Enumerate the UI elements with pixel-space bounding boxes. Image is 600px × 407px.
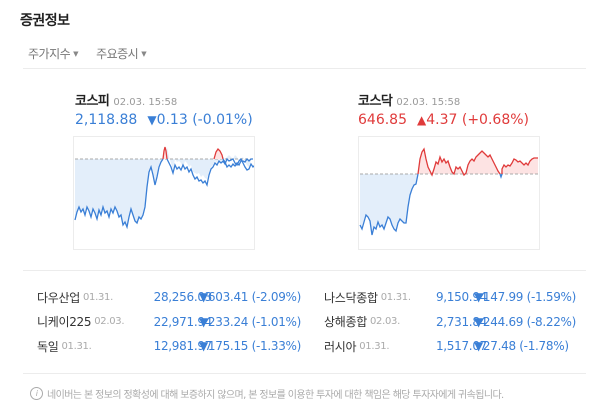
market-date: 01.31. [380, 291, 411, 303]
market-name: 상해종합 [324, 315, 367, 330]
market-value: 12,981.97 [153, 339, 213, 354]
market-row-dow[interactable]: 다우산업 01.31. 28,256.03 ▼603.41 (-2.09%) [37, 285, 307, 310]
market-value: 22,971.94 [153, 314, 213, 329]
market-name: 나스닥종합 [324, 290, 378, 305]
disclaimer: i 네이버는 본 정보의 정확성에 대해 보증하지 않으며, 본 정보를 이용한… [30, 386, 504, 401]
index-percent: (-0.01%) [192, 112, 253, 128]
index-time: 02.03. 15:58 [113, 97, 178, 108]
tab-major-markets[interactable]: 주요증시 ▼ [96, 45, 147, 62]
index-name: 코스닥 [358, 94, 393, 109]
market-row-germany[interactable]: 독일 01.31. 12,981.97 ▼175.15 (-1.33%) [37, 334, 307, 359]
page-title: 증권정보 [20, 13, 70, 29]
divider [23, 68, 586, 69]
kospi-summary[interactable]: 코스피 02.03. 15:58 2,118.88 ▼0.13 (-0.01%) [75, 90, 253, 128]
market-change: ▼244.69 (-8.22%) [474, 314, 577, 329]
market-row-nikkei[interactable]: 니케이225 02.03. 22,971.94 ▼233.24 (-1.01%) [37, 310, 307, 335]
market-change: ▼147.99 (-1.59%) [474, 290, 577, 305]
index-time: 02.03. 15:58 [396, 97, 461, 108]
caret-down-icon: ▼ [141, 50, 147, 58]
market-date: 01.31. [359, 340, 390, 352]
tab-label: 주가지수 [28, 47, 71, 61]
kosdaq-chart[interactable] [358, 136, 540, 250]
market-change: ▼603.41 (-2.09%) [199, 290, 302, 305]
world-markets-right: 나스닥종합 01.31. 9,150.94 ▼147.99 (-1.59%) 상해… [324, 285, 594, 359]
divider [23, 270, 586, 271]
market-date: 02.03. [369, 316, 400, 328]
kospi-chart[interactable] [73, 136, 255, 250]
down-arrow-icon: ▼ [147, 113, 157, 127]
world-markets-left: 다우산업 01.31. 28,256.03 ▼603.41 (-2.09%) 니케… [37, 285, 307, 359]
index-value: 646.85 [358, 112, 407, 128]
market-name: 러시아 [324, 339, 357, 354]
market-change: ▼27.48 (-1.78%) [474, 339, 569, 354]
market-name: 다우산업 [37, 290, 80, 305]
market-change: ▼233.24 (-1.01%) [199, 314, 302, 329]
market-row-russia[interactable]: 러시아 01.31. 1,517.07 ▼27.48 (-1.78%) [324, 334, 594, 359]
market-change: ▼175.15 (-1.33%) [199, 339, 302, 354]
market-date: 02.03. [94, 316, 125, 328]
info-icon: i [30, 387, 43, 400]
index-change: 0.13 [156, 112, 188, 128]
market-date: 01.31. [82, 291, 113, 303]
caret-down-icon: ▼ [73, 50, 79, 58]
market-name: 니케이225 [37, 315, 92, 330]
divider [23, 373, 586, 374]
disclaimer-text: 네이버는 본 정보의 정확성에 대해 보증하지 않으며, 본 정보를 이용한 투… [47, 390, 504, 401]
market-value: 9,150.94 [435, 290, 487, 305]
tab-stock-index[interactable]: 주가지수 ▼ [28, 45, 79, 62]
index-percent: (+0.68%) [461, 112, 529, 128]
index-name: 코스피 [75, 94, 110, 109]
tab-bar: 주가지수 ▼ 주요증시 ▼ [28, 45, 147, 62]
market-value: 2,731.84 [435, 314, 487, 329]
up-arrow-icon: ▲ [417, 113, 427, 127]
market-row-nasdaq[interactable]: 나스닥종합 01.31. 9,150.94 ▼147.99 (-1.59%) [324, 285, 594, 310]
kosdaq-summary[interactable]: 코스닥 02.03. 15:58 646.85 ▲4.37 (+0.68%) [358, 90, 529, 128]
market-name: 독일 [37, 339, 59, 354]
market-row-shanghai[interactable]: 상해종합 02.03. 2,731.84 ▼244.69 (-8.22%) [324, 310, 594, 335]
market-value: 28,256.03 [153, 290, 213, 305]
market-date: 01.31. [61, 340, 92, 352]
tab-label: 주요증시 [96, 47, 139, 61]
market-value: 1,517.07 [435, 339, 487, 354]
index-value: 2,118.88 [75, 112, 138, 128]
index-change: 4.37 [426, 112, 458, 128]
